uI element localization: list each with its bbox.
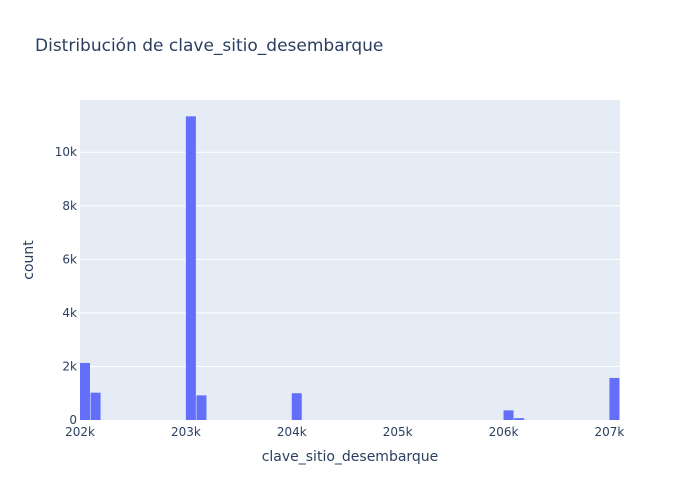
y-axis-title: count (21, 240, 37, 280)
x-tick-label: 204k (277, 425, 307, 439)
y-tick-label: 0 (69, 413, 77, 427)
x-axis-title: clave_sitio_desembarque (262, 449, 439, 465)
histogram-bar (503, 410, 514, 420)
y-tick-label: 6k (62, 252, 77, 266)
x-tick-labels: 202k 203k 204k 205k 206k 207k (65, 425, 624, 439)
plot-area (80, 100, 620, 420)
y-tick-label: 8k (62, 199, 77, 213)
x-tick-label: 202k (65, 425, 95, 439)
histogram-bar (609, 377, 620, 420)
histogram-bar (90, 392, 101, 420)
gridlines (80, 151, 620, 367)
chart-title: Distribución de clave_sitio_desembarque (35, 36, 383, 56)
histogram-bar (291, 393, 302, 420)
x-tick-label: 206k (489, 425, 519, 439)
histogram-bar (185, 116, 196, 421)
y-tick-label: 2k (62, 359, 77, 373)
x-tick-label: 207k (594, 425, 624, 439)
histogram-bar (80, 362, 90, 420)
y-tick-label: 4k (62, 306, 77, 320)
x-tick-label: 205k (383, 425, 413, 439)
bars (80, 116, 620, 421)
y-tick-label: 10k (55, 145, 77, 159)
histogram-bar (514, 418, 525, 420)
y-tick-labels: 0 2k 4k 6k 8k 10k (55, 145, 77, 427)
histogram-bar (196, 395, 207, 420)
x-tick-label: 203k (171, 425, 201, 439)
